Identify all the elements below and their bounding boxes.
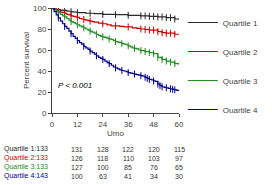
svg-text:34: 34	[150, 173, 158, 180]
svg-text:131: 131	[71, 146, 83, 153]
svg-text:Quartile 2: Quartile 2	[223, 48, 258, 57]
svg-text:Quartile 1:133: Quartile 1:133	[4, 145, 48, 153]
svg-text:48: 48	[149, 120, 158, 129]
svg-text:115: 115	[174, 146, 185, 153]
svg-text:30: 30	[175, 173, 183, 180]
svg-text:122: 122	[122, 146, 134, 153]
svg-text:76: 76	[150, 164, 158, 171]
svg-text:100: 100	[71, 173, 83, 180]
svg-text:100: 100	[97, 164, 109, 171]
svg-text:65: 65	[175, 164, 183, 171]
svg-text:0: 0	[50, 120, 55, 129]
svg-text:128: 128	[97, 146, 109, 153]
svg-text:127: 127	[71, 164, 83, 171]
svg-text:60: 60	[37, 46, 46, 55]
svg-text:Quartile 4: Quartile 4	[223, 106, 258, 113]
svg-text:20: 20	[37, 88, 46, 97]
svg-text:Percent survival: Percent survival	[22, 32, 31, 89]
svg-text:12: 12	[73, 120, 82, 129]
svg-text:40: 40	[37, 67, 46, 76]
svg-text:Quartile 2:133: Quartile 2:133	[4, 154, 48, 162]
svg-text:Quartile 3:133: Quartile 3:133	[4, 163, 48, 171]
svg-text:P < 0.001: P < 0.001	[58, 81, 92, 90]
svg-text:126: 126	[71, 155, 83, 162]
svg-text:100: 100	[33, 4, 47, 13]
svg-text:63: 63	[99, 173, 107, 180]
svg-text:97: 97	[175, 155, 183, 162]
svg-text:24: 24	[98, 120, 107, 129]
svg-text:Quartile 4:143: Quartile 4:143	[4, 172, 48, 180]
svg-text:118: 118	[97, 155, 108, 162]
svg-text:Quartile 1: Quartile 1	[223, 19, 258, 28]
svg-text:120: 120	[148, 146, 160, 153]
svg-text:85: 85	[124, 164, 132, 171]
svg-text:41: 41	[124, 173, 132, 180]
svg-text:60: 60	[175, 120, 184, 129]
svg-text:80: 80	[37, 25, 46, 34]
svg-text:36: 36	[124, 120, 133, 129]
svg-text:0: 0	[42, 109, 47, 118]
svg-text:110: 110	[123, 155, 134, 162]
svg-text:Quartile 3: Quartile 3	[223, 77, 258, 86]
svg-text:Umo: Umo	[107, 129, 124, 138]
svg-text:103: 103	[148, 155, 160, 162]
